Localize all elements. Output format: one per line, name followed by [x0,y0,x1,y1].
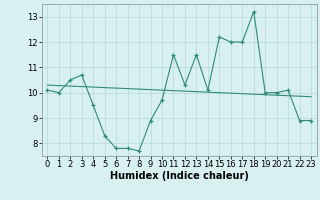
X-axis label: Humidex (Indice chaleur): Humidex (Indice chaleur) [110,171,249,181]
